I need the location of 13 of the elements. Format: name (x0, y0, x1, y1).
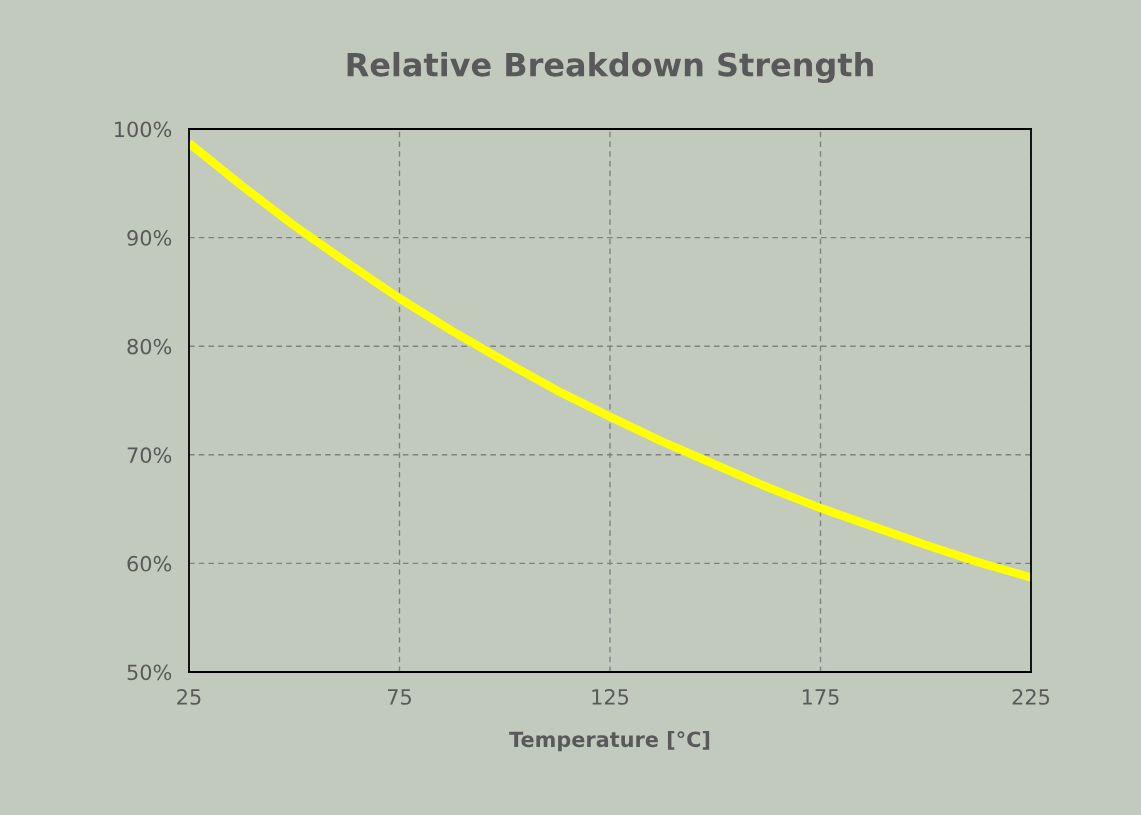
x-tick-label: 225 (1012, 689, 1050, 705)
y-tick-label: 100% (115, 121, 172, 138)
x-tick-label: 125 (592, 689, 629, 705)
y-tick-label: 90% (127, 230, 172, 246)
y-tick-label: 60% (127, 555, 172, 572)
x-axis-title: Temperature [°C] (509, 731, 710, 752)
y-tick-label: 70% (127, 447, 172, 464)
y-tick-label: 80% (127, 338, 172, 355)
chart-title: Relative Breakdown Strength (347, 51, 873, 84)
y-tick-label: 50% (127, 664, 172, 681)
x-tick-label: 175 (802, 689, 839, 705)
x-tick-label: 75 (387, 689, 411, 705)
x-tick-label: 25 (177, 689, 201, 705)
